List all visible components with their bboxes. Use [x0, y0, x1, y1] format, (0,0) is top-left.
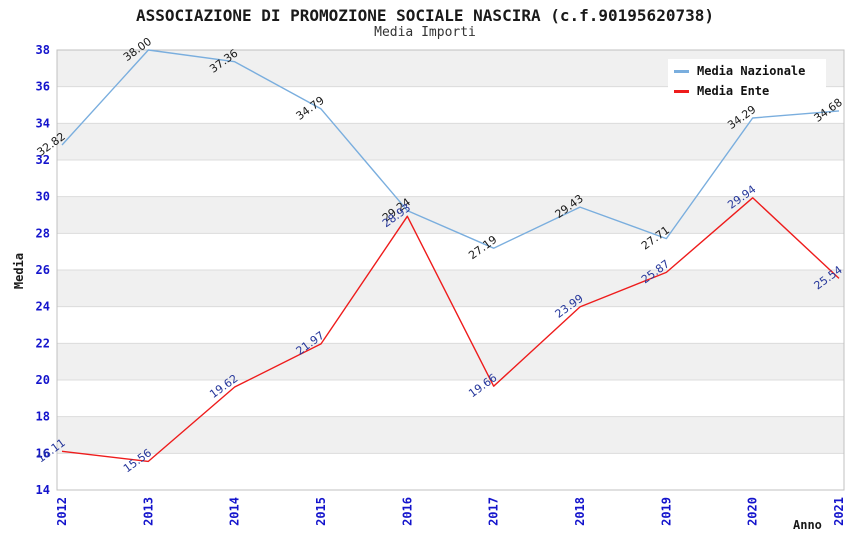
x-tick-label: 2014	[228, 497, 242, 526]
grid-band	[57, 343, 844, 380]
legend-item-media-ente: Media Ente	[674, 84, 820, 98]
y-tick-label: 28	[36, 226, 50, 240]
y-tick-label: 38	[36, 43, 50, 57]
y-axis-title: Media	[12, 252, 26, 290]
legend-swatch-ente	[674, 89, 689, 93]
chart-subtitle: Media Importi	[374, 25, 476, 40]
y-tick-label: 26	[36, 263, 50, 277]
line-media-ente	[61, 197, 840, 463]
x-tick-label: 2021	[832, 497, 846, 526]
y-tick-label: 30	[36, 190, 50, 204]
x-tick-label: 2019	[659, 497, 673, 526]
chart-title: ASSOCIAZIONE DI PROMOZIONE SOCIALE NASCI…	[136, 6, 714, 25]
legend: Media Nazionale Media Ente	[668, 59, 826, 103]
grid-band	[57, 233, 844, 270]
x-tick-label: 2013	[141, 497, 155, 526]
y-tick-label: 20	[36, 373, 50, 387]
grid-band	[57, 453, 844, 490]
y-tick-label: 36	[36, 80, 50, 94]
y-tick-label: 22	[36, 336, 50, 350]
plot-border	[56, 49, 845, 491]
legend-label-nazionale: Media Nazionale	[697, 64, 806, 78]
y-tick-label: 24	[36, 300, 50, 314]
grid-band	[57, 416, 844, 454]
grid-band	[57, 306, 844, 344]
legend-item-media-nazionale: Media Nazionale	[674, 64, 820, 78]
y-tick-label: 16	[36, 446, 50, 460]
line-media-nazionale	[61, 49, 840, 249]
x-tick-label: 2018	[573, 497, 587, 526]
x-tick-label: 2017	[487, 497, 501, 526]
grid-band	[57, 123, 844, 160]
grid-band	[57, 160, 844, 197]
x-tick-label: 2020	[746, 497, 760, 526]
grid-band	[57, 380, 844, 417]
legend-label-ente: Media Ente	[697, 84, 770, 98]
x-axis-title: Anno	[793, 518, 822, 532]
grid-band	[57, 196, 844, 234]
y-tick-label: 34	[36, 116, 50, 130]
y-tick-label: 18	[36, 410, 50, 424]
y-tick-label: 32	[36, 153, 50, 167]
x-tick-label: 2016	[400, 497, 414, 526]
x-tick-label: 2012	[55, 497, 69, 526]
legend-swatch-nazionale	[674, 69, 689, 73]
x-tick-label: 2015	[314, 497, 328, 526]
y-tick-label: 14	[36, 483, 50, 497]
